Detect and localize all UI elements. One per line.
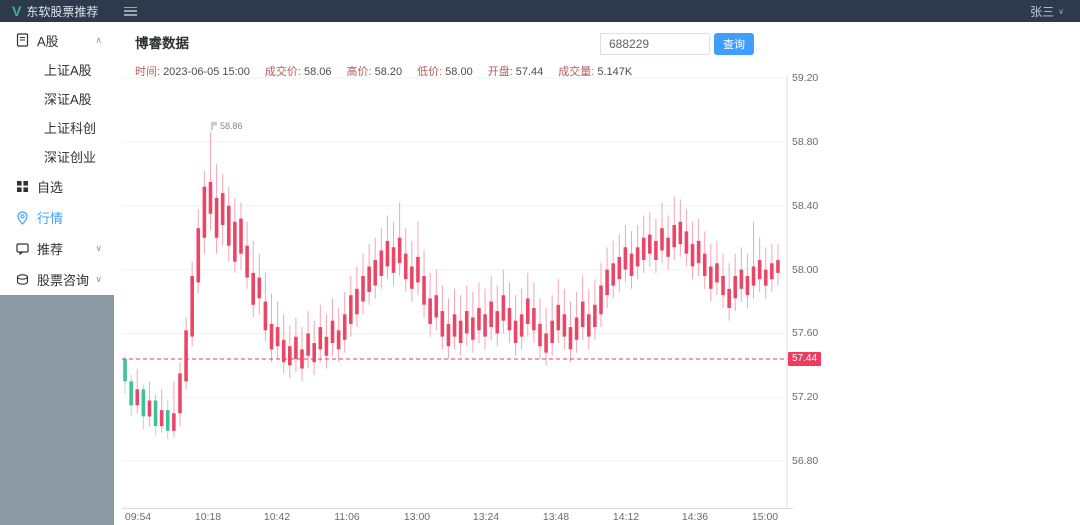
sidebar-item-a-shares[interactable]: A股 ∧: [0, 25, 114, 55]
quote-info-item: 成交量: 5.147K: [558, 66, 633, 78]
sidebar-item-sh-a[interactable]: 上证A股: [0, 55, 114, 84]
x-tick-label: 13:24: [472, 511, 500, 523]
query-button[interactable]: 查询: [714, 33, 754, 55]
flag-icon: [211, 122, 217, 130]
news-icon: [16, 274, 29, 285]
document-icon: [16, 33, 29, 47]
vue-logo-icon: V: [12, 3, 22, 19]
sidebar-item-label: 推荐: [37, 242, 64, 257]
sidebar-item-label: A股: [37, 33, 59, 49]
y-tick-label: 58.40: [792, 200, 819, 212]
sidebar-item-label: 行情: [37, 211, 64, 226]
brand: V 东软股票推荐: [0, 3, 98, 20]
x-tick-label: 11:06: [334, 511, 360, 523]
user-name: 张三: [1030, 4, 1055, 19]
brand-title: 东软股票推荐: [26, 4, 99, 19]
y-tick-label: 57.60: [792, 327, 819, 339]
submenu-label: 深证A股: [44, 92, 92, 107]
chevron-down-icon: ∨: [95, 243, 102, 253]
sidebar-item-sz-gem[interactable]: 深证创业: [0, 142, 114, 171]
sidebar-menu: A股 ∧ 上证A股 深证A股 上证科创 深证创业: [0, 22, 114, 295]
quote-info-item: 低价: 58.00: [417, 66, 473, 78]
chat-icon: [16, 243, 29, 255]
max-price-label: 58.86: [220, 121, 243, 131]
top-header: V 东软股票推荐 张三 ∨: [0, 0, 1080, 22]
chevron-up-icon: ∧: [95, 34, 102, 45]
open-price-badge: 57.44: [788, 352, 822, 366]
y-tick-label: 57.20: [792, 391, 819, 403]
x-tick-label: 09:54: [124, 511, 152, 523]
sidebar-filler: [0, 295, 114, 525]
sidebar-item-recommend[interactable]: 推荐 ∨: [0, 233, 114, 264]
sidebar-item-sz-a[interactable]: 深证A股: [0, 84, 114, 113]
max-price-marker: 58.86: [211, 121, 243, 131]
quote-info-item: 成交价: 58.06: [264, 66, 332, 78]
user-dropdown[interactable]: 张三 ∨: [1030, 3, 1080, 20]
submenu-label: 上证A股: [44, 63, 92, 78]
chevron-down-icon: ∨: [95, 274, 102, 284]
sidebar-item-stock-news[interactable]: 股票咨询 ∨: [0, 264, 114, 295]
quote-info-bar: 时间: 2023-06-05 15:00 成交价: 58.06 高价: 58.20 低价: 5…: [135, 63, 632, 79]
y-tick-label: 56.80: [792, 455, 819, 467]
sidebar: A股 ∧ 上证A股 深证A股 上证科创 深证创业: [0, 22, 114, 525]
main-content: 博睿数据 查询 时间:2023-06-05 15:00 成交价:58.06 高价:5…: [114, 22, 1080, 525]
x-tick-label: 13:48: [542, 511, 570, 523]
y-tick-label: 58.80: [792, 136, 819, 148]
sidebar-item-quotes[interactable]: 行情: [0, 202, 114, 233]
sidebar-item-label: 股票咨询: [37, 273, 90, 288]
x-tick-label: 10:42: [263, 511, 291, 523]
y-tick-label: 59.20: [792, 72, 819, 84]
x-tick-label: 10:18: [194, 511, 222, 523]
submenu-label: 上证科创: [44, 121, 97, 136]
x-tick-label: 15:00: [751, 511, 779, 523]
grid-icon: [17, 181, 28, 192]
sidebar-item-label: 自选: [37, 180, 64, 195]
y-tick-label: 58.00: [792, 264, 819, 276]
x-tick-label: 14:12: [612, 511, 640, 523]
location-icon: [17, 210, 28, 225]
x-tick-label: 13:00: [403, 511, 431, 523]
chevron-down-icon: ∨: [1058, 6, 1064, 16]
hamburger-menu-icon[interactable]: [124, 6, 138, 16]
submenu-label: 深证创业: [44, 150, 97, 165]
candlestick-chart[interactable]: [122, 75, 794, 511]
quote-info-item: 高价: 58.20: [346, 66, 403, 78]
chart-canvas[interactable]: [122, 75, 794, 511]
quote-info-item: 时间: 2023-06-05 15:00: [135, 66, 250, 78]
x-tick-label: 14:36: [681, 511, 709, 523]
page-title: 博睿数据: [135, 36, 189, 51]
stock-code-input[interactable]: [600, 33, 710, 55]
sidebar-item-watchlist[interactable]: 自选: [0, 171, 114, 202]
quote-info-item: 开盘: 57.44: [487, 66, 544, 78]
sidebar-item-sh-star[interactable]: 上证科创: [0, 113, 114, 142]
